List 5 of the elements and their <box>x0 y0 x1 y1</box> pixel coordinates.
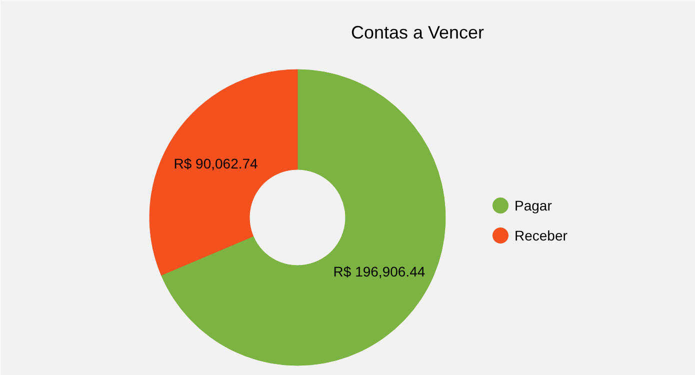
data-label: R$ 90,062.74 <box>174 155 258 172</box>
legend-label: Pagar <box>514 198 552 214</box>
data-label: R$ 196,906.44 <box>333 264 426 280</box>
chart-title: Contas a Vencer <box>350 22 484 42</box>
legend-label: Receber <box>514 228 568 244</box>
